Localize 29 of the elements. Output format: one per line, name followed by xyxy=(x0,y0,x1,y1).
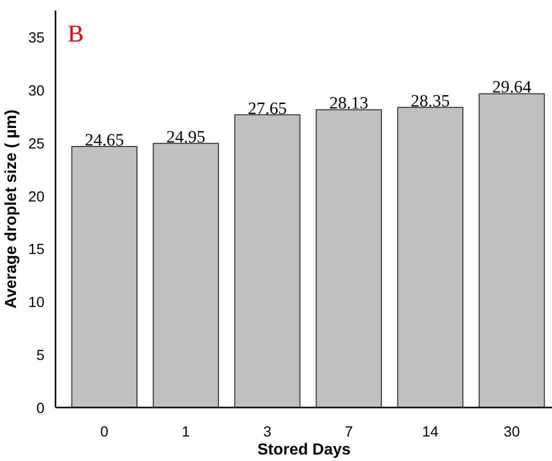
y-tick-label: 30 xyxy=(28,83,45,100)
y-tick-label: 0 xyxy=(36,401,45,417)
bar xyxy=(234,114,300,408)
bar xyxy=(316,109,382,408)
y-tick-label: 35 xyxy=(28,30,45,46)
x-tick-label: 30 xyxy=(504,424,520,440)
bar xyxy=(152,142,219,408)
y-tick-label: 25 xyxy=(28,136,45,152)
data-label: 28.13 xyxy=(329,94,368,113)
y-tick-label: 20 xyxy=(28,189,45,206)
data-label: 24.65 xyxy=(84,130,124,150)
x-tick-label: 0 xyxy=(100,424,108,440)
x-tick-label: 3 xyxy=(263,424,272,440)
data-label: 28.35 xyxy=(410,91,450,110)
y-tick-label: 5 xyxy=(36,348,45,364)
x-tick-label: 1 xyxy=(182,424,190,440)
x-tick-label: 7 xyxy=(344,424,353,440)
y-tick-label: 10 xyxy=(28,295,45,312)
bar xyxy=(71,146,138,408)
bar xyxy=(478,93,545,408)
y-tick-label: 15 xyxy=(28,242,45,258)
data-label: 29.64 xyxy=(492,78,532,97)
x-tick-label: 14 xyxy=(422,424,438,440)
data-label: 24.95 xyxy=(166,127,206,146)
data-label: 27.65 xyxy=(248,98,287,118)
bar xyxy=(397,106,464,408)
x-axis-title: Stored Days xyxy=(257,442,351,458)
annotation: B xyxy=(68,22,84,48)
y-axis-title: Average droplet size ( µm) xyxy=(3,110,20,308)
